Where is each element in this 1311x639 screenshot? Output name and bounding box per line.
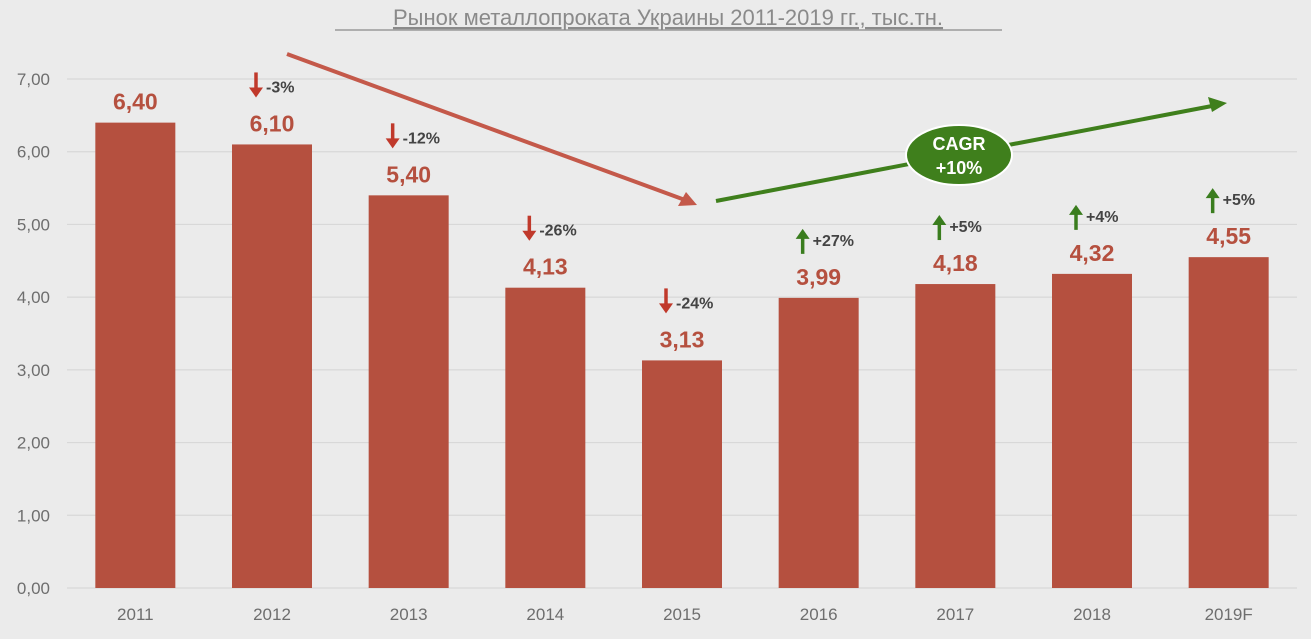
cagr-badge: CAGR +10% <box>905 124 1013 186</box>
bar <box>368 195 449 589</box>
bar <box>1052 273 1132 588</box>
y-tick-label: 1,00 <box>17 506 50 525</box>
data-label: 4,13 <box>523 254 568 280</box>
x-tick-label: 2015 <box>663 605 701 624</box>
arrow-head <box>1205 188 1220 199</box>
bar <box>642 360 722 588</box>
x-tick-label: 2014 <box>526 605 564 624</box>
y-tick-label: 0,00 <box>17 579 50 598</box>
trend-up-arrowhead <box>1208 97 1227 112</box>
bar <box>915 284 996 588</box>
arrow-down-icon <box>249 72 263 98</box>
trend-down-line <box>286 52 686 202</box>
change-label: +27% <box>813 233 854 250</box>
y-tick-label: 5,00 <box>17 215 50 234</box>
arrow-head <box>659 303 673 314</box>
change-label: -3% <box>266 79 294 96</box>
arrow-head <box>795 228 810 239</box>
bar <box>778 297 859 588</box>
y-tick-label: 4,00 <box>17 288 50 307</box>
bar-layer <box>95 122 1269 589</box>
label-layer: 6,40 2011 6,10 2012 -3% 5,40 2013 -12% 4,13 2014 -… <box>113 72 1255 624</box>
arrow-down-icon <box>385 123 400 149</box>
arrow-head <box>385 138 400 149</box>
trend-down-arrowhead <box>678 192 697 206</box>
arrow-head <box>522 230 537 241</box>
data-label: 3,13 <box>660 326 705 352</box>
data-label: 6,10 <box>250 110 295 136</box>
x-tick-label: 2012 <box>253 605 291 624</box>
data-label: 4,32 <box>1070 240 1115 266</box>
y-tick-label: 6,00 <box>17 143 50 162</box>
x-tick-label: 2018 <box>1073 605 1111 624</box>
y-tick-label: 2,00 <box>17 434 50 453</box>
x-tick-label: 2016 <box>800 605 838 624</box>
change-label: +4% <box>1086 209 1118 226</box>
arrow-head <box>249 87 263 98</box>
arrow-up-icon <box>1069 204 1083 230</box>
data-label: 4,18 <box>933 250 978 276</box>
arrow-up-icon <box>1205 188 1220 214</box>
arrow-up-icon <box>795 228 810 254</box>
y-tick-label: 3,00 <box>17 361 50 380</box>
x-tick-label: 2017 <box>936 605 974 624</box>
data-label: 3,99 <box>796 264 841 290</box>
change-label: +5% <box>1223 192 1255 209</box>
change-label: -26% <box>539 223 576 240</box>
cagr-label: CAGR <box>933 134 986 154</box>
arrow-down-icon <box>659 288 673 314</box>
chart-title: Рынок металлопроката Украины 2011-2019 г… <box>393 5 943 30</box>
x-tick-label: 2019F <box>1205 605 1253 624</box>
data-label: 4,55 <box>1206 223 1251 249</box>
arrow-head <box>1069 204 1083 215</box>
x-tick-label: 2011 <box>117 605 154 624</box>
cagr-value: +10% <box>936 158 983 178</box>
bar <box>1188 257 1269 588</box>
arrow-up-icon <box>932 215 947 241</box>
data-label: 5,40 <box>386 161 431 187</box>
bar <box>232 144 312 588</box>
data-label: 6,40 <box>113 89 158 115</box>
x-tick-label: 2013 <box>390 605 428 624</box>
cagr-ellipse <box>905 124 1013 186</box>
y-tick-label: 7,00 <box>17 70 50 89</box>
bar <box>95 122 176 588</box>
change-label: -12% <box>403 130 440 147</box>
trend-layer: CAGR +10% <box>286 52 1227 206</box>
change-label: -24% <box>676 295 713 312</box>
change-label: +5% <box>949 219 981 236</box>
arrow-head <box>932 215 947 226</box>
bar <box>505 287 586 588</box>
arrow-down-icon <box>522 215 537 241</box>
